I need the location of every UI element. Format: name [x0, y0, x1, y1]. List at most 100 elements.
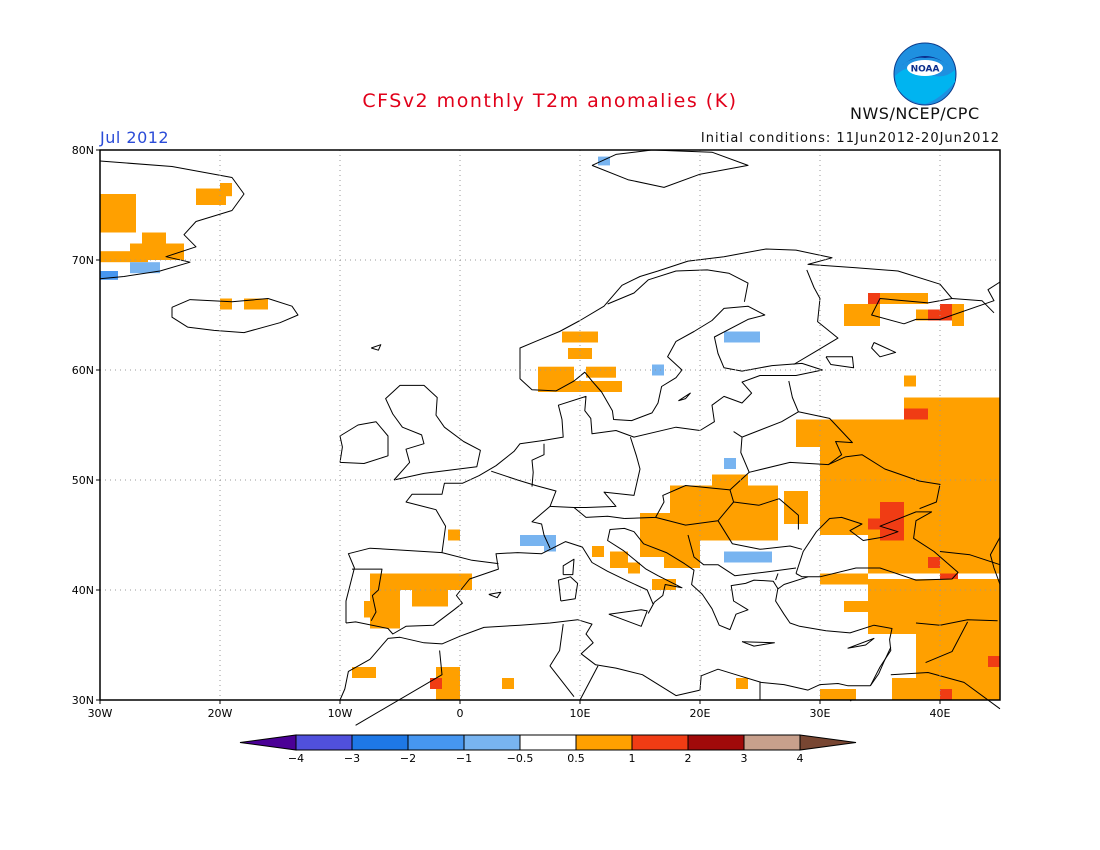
country-border [775, 573, 779, 581]
country-border [890, 672, 1001, 710]
legend-swatch [463, 734, 521, 751]
anomaly-cell [100, 271, 118, 280]
lon-tick-label: 0 [457, 707, 464, 720]
lon-labels: 30W 20W 10W 0 10E 20E 30E 40E [88, 707, 951, 720]
country-border [915, 619, 998, 626]
lat-tick-label: 50N [72, 474, 94, 487]
legend-label: −1 [456, 752, 472, 765]
anomaly-cell [724, 551, 772, 563]
coastline [99, 160, 245, 280]
anomaly-cell [586, 366, 616, 378]
map-title: CFSv2 monthly T2m anomalies (K) [362, 90, 738, 112]
country-border [687, 534, 797, 577]
anomaly-cell [916, 634, 1000, 700]
anomaly-cell [904, 408, 928, 420]
anomaly-cell [430, 678, 442, 689]
anomaly-cell [352, 667, 376, 678]
anomaly-cell [664, 535, 700, 568]
forecast-month: Jul 2012 [100, 128, 170, 147]
coastline [371, 344, 382, 351]
anomaly-cell [736, 678, 748, 689]
map-frame [99, 149, 1001, 701]
country-border [939, 551, 1001, 566]
anomaly-cell [220, 298, 232, 310]
lon-tick-label: 10W [328, 707, 353, 720]
coastline [825, 356, 855, 369]
legend-swatch [687, 734, 745, 751]
agency-label: NWS/NCEP/CPC [850, 104, 980, 123]
anomaly-cell [610, 551, 628, 568]
country-border [355, 650, 443, 726]
legend-swatch [575, 734, 633, 751]
coastline [869, 646, 892, 686]
anomaly-cell [568, 348, 592, 359]
lat-labels: 80N 70N 60N 50N 40N 30N [72, 144, 94, 707]
lon-tick-label: 20W [208, 707, 233, 720]
anomaly-cell [502, 678, 514, 689]
anomaly-cell [364, 601, 376, 618]
legend-label: 0.5 [567, 752, 585, 765]
legend-swatch [407, 734, 465, 751]
coastlines [99, 149, 1001, 726]
anomaly-cell [928, 309, 940, 321]
coastline [345, 248, 1001, 623]
anomaly-cell [568, 381, 592, 392]
country-border [531, 443, 545, 487]
coastline [385, 384, 481, 481]
anomaly-cell [652, 364, 664, 376]
coastline [678, 392, 691, 402]
anomaly-cell [820, 573, 868, 585]
coastline [775, 587, 893, 686]
anomaly-cell [844, 601, 868, 612]
anomaly-cell [844, 304, 880, 326]
anomaly-cell [940, 689, 952, 700]
coastline [871, 342, 897, 358]
lat-tick-label: 40N [72, 584, 94, 597]
coastline [795, 511, 959, 581]
anomaly-cell [868, 518, 880, 530]
anomaly-cell [724, 331, 760, 343]
coastline [951, 298, 995, 314]
legend-label: 4 [797, 752, 804, 765]
country-border [793, 269, 839, 365]
anomaly-cell [244, 298, 268, 310]
country-border [925, 621, 969, 664]
coastline [339, 619, 871, 701]
anomaly-cell [868, 579, 1000, 634]
coastline [171, 298, 299, 334]
axis-ticks [96, 149, 941, 704]
anomaly-cell [724, 458, 736, 469]
legend-label: 3 [741, 752, 748, 765]
anomaly-cell [652, 579, 676, 590]
legend-swatch [799, 734, 857, 751]
legend-label: −3 [344, 752, 360, 765]
anomaly-cell [592, 546, 604, 557]
anomaly-cell [448, 529, 460, 541]
legend-swatch [295, 734, 353, 751]
lat-tick-label: 70N [72, 254, 94, 267]
anomaly-cell [520, 535, 556, 546]
country-border [549, 436, 641, 508]
anomaly-cell [784, 491, 808, 524]
country-border [549, 624, 575, 698]
country-border [828, 454, 941, 510]
coastline [847, 637, 875, 649]
gridlines [100, 150, 1000, 700]
country-border [441, 552, 499, 565]
anomaly-cell [412, 590, 448, 607]
coastline [741, 641, 775, 647]
legend-swatch [519, 734, 577, 751]
coastline [591, 149, 749, 188]
coastline [989, 536, 1001, 585]
anomaly-cell [130, 262, 160, 274]
country-border [624, 431, 750, 519]
anomaly-cell [868, 293, 928, 304]
initial-conditions: Initial conditions: 11Jun2012-20Jun2012 [700, 131, 1000, 146]
anomaly-cell [988, 656, 1000, 667]
legend-swatch [743, 734, 801, 751]
anomaly-cell [892, 678, 916, 700]
legend-label: 2 [685, 752, 692, 765]
anomaly-cell [100, 251, 148, 263]
country-border [717, 520, 803, 550]
